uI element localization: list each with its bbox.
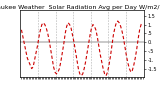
- Title: Milwaukee Weather  Solar Radiation Avg per Day W/m2/minute: Milwaukee Weather Solar Radiation Avg pe…: [0, 5, 160, 10]
